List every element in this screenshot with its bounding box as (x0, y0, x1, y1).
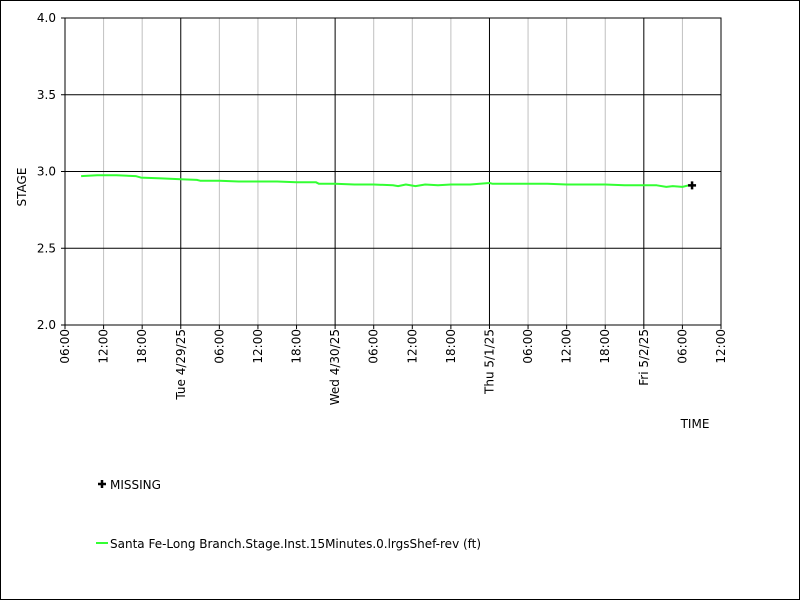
x-tick-label-4: 06:00 (212, 329, 226, 364)
legend: MISSING Santa Fe-Long Branch.Stage.Inst.… (96, 478, 481, 551)
x-axis-label: TIME (680, 417, 710, 431)
x-tick-label-0: 06:00 (58, 329, 72, 364)
series-layer (81, 174, 690, 188)
y-axis-label: STAGE (15, 168, 29, 207)
x-tick-label-2: 18:00 (135, 329, 149, 364)
y-tick-label-3: 3.5 (37, 88, 56, 102)
x-tick-label-17: 12:00 (714, 329, 728, 364)
y-tick-label-1: 2.5 (37, 241, 56, 255)
x-tick-label-1: 12:00 (97, 329, 111, 364)
x-tick-label-5: 12:00 (251, 329, 265, 364)
x-tick-label-7: Wed 4/30/25 (328, 329, 342, 405)
y-tick-label-4: 4.0 (37, 11, 56, 25)
legend-label-series: Santa Fe-Long Branch.Stage.Inst.15Minute… (110, 537, 481, 551)
y-tick-label-2: 3.0 (37, 165, 56, 179)
x-tick-label-6: 18:00 (290, 329, 304, 364)
x-tick-label-14: 18:00 (598, 329, 612, 364)
legend-item-series: Santa Fe-Long Branch.Stage.Inst.15Minute… (96, 537, 481, 551)
missing-point-0 (688, 181, 697, 190)
grid-lines (65, 18, 721, 325)
missing-markers (688, 181, 697, 190)
x-tick-label-10: 18:00 (444, 329, 458, 364)
x-tick-label-8: 06:00 (367, 329, 381, 364)
x-tick-label-15: Fri 5/2/25 (637, 329, 651, 386)
series-line-0 (81, 174, 690, 188)
x-tick-label-3: Tue 4/29/25 (174, 329, 188, 401)
x-tick-label-11: Thu 5/1/25 (482, 329, 496, 395)
legend-label-missing: MISSING (110, 478, 161, 492)
plus-icon (98, 480, 106, 488)
x-tick-label-12: 06:00 (521, 329, 535, 364)
y-axis-ticks: 2.0 2.5 3.0 3.5 4.0 (37, 11, 65, 332)
x-tick-label-16: 06:00 (675, 329, 689, 364)
x-tick-label-13: 12:00 (560, 329, 574, 364)
x-axis-ticks: 06:00 12:00 18:00 Tue 4/29/25 06:00 12:00 18:0… (58, 325, 728, 405)
legend-item-missing: MISSING (98, 478, 161, 492)
y-tick-label-0: 2.0 (37, 318, 56, 332)
x-tick-label-9: 12:00 (405, 329, 419, 364)
